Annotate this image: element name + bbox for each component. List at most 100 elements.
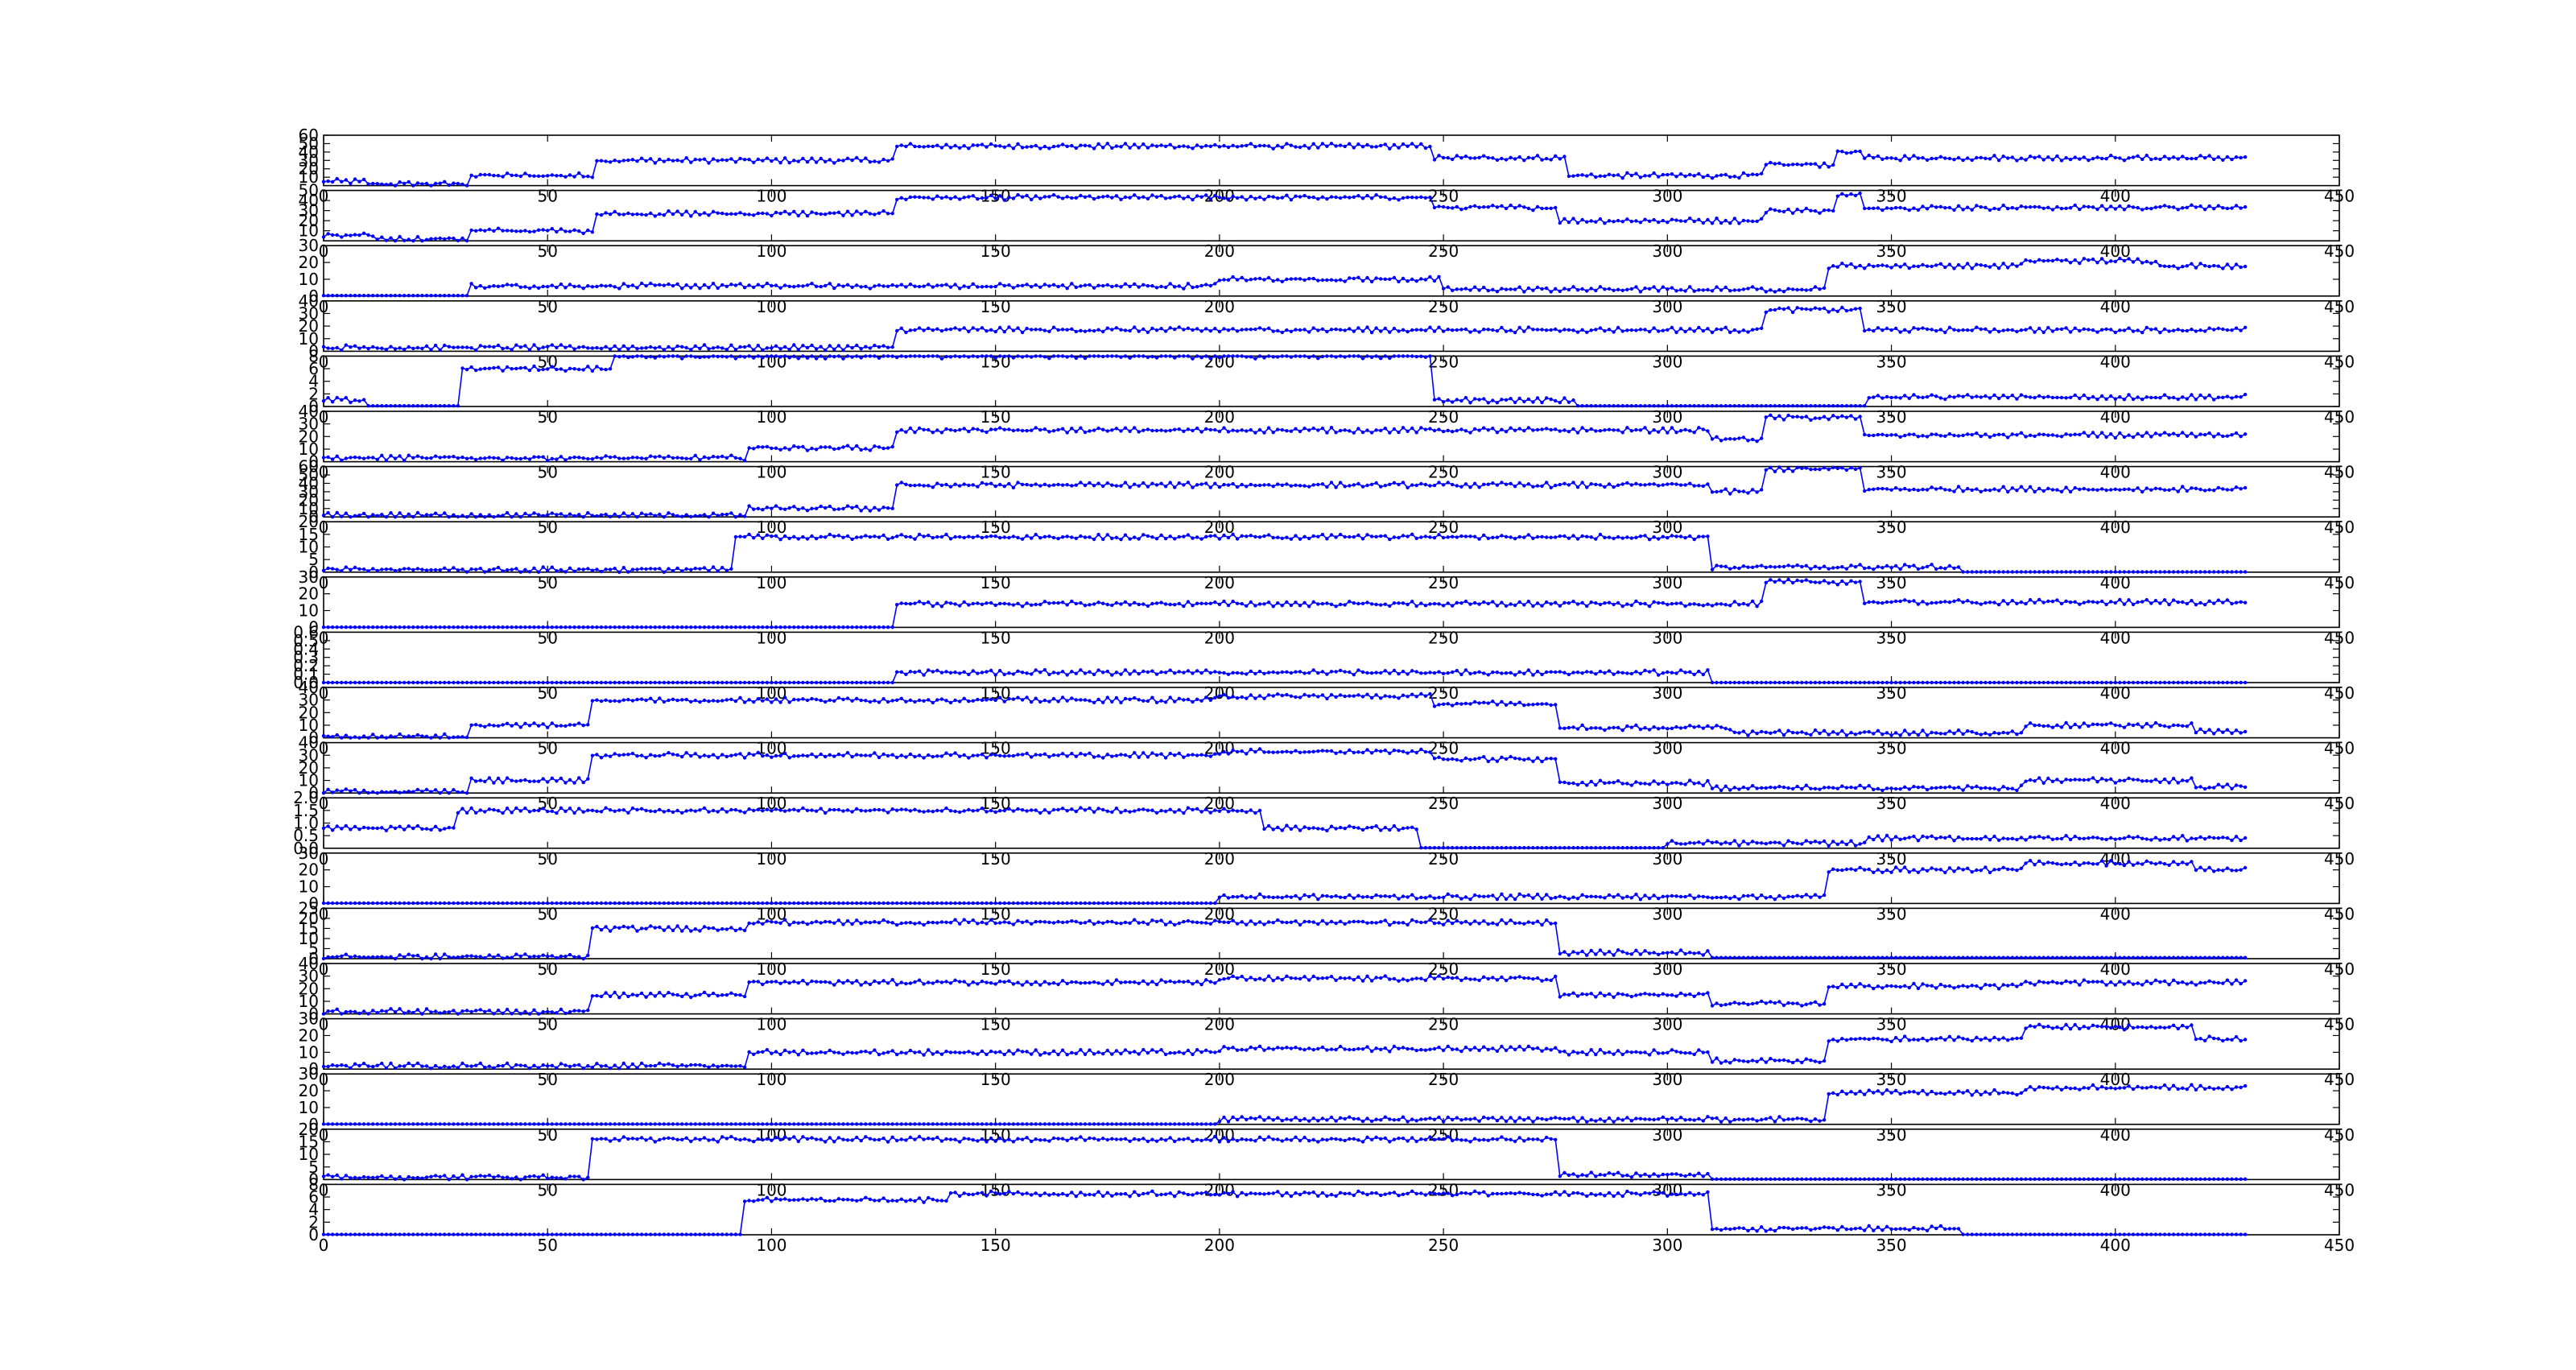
data-point [958, 428, 961, 431]
data-point [501, 514, 504, 517]
data-point [1500, 671, 1503, 675]
data-point [577, 721, 580, 724]
data-point [667, 625, 670, 629]
data-point [506, 568, 509, 572]
data-point [649, 157, 652, 160]
data-point [1043, 145, 1046, 148]
data-point [658, 567, 661, 570]
data-point [654, 346, 657, 349]
data-point [2087, 488, 2090, 491]
data-point [1473, 427, 1476, 431]
data-point [586, 365, 589, 368]
data-point [1693, 290, 1696, 293]
data-point [729, 511, 733, 514]
data-point [362, 345, 365, 349]
data-point [551, 625, 554, 629]
data-point [815, 357, 818, 360]
data-point [1075, 602, 1078, 605]
data-point [1075, 672, 1078, 675]
data-point [1858, 563, 1861, 566]
data-point [1863, 266, 1866, 270]
data-point [1899, 330, 1902, 333]
data-point [972, 427, 975, 430]
data-point [582, 515, 585, 518]
data-point [336, 568, 339, 572]
data-point [2158, 570, 2161, 573]
data-point [1657, 175, 1660, 178]
data-point [631, 625, 634, 629]
data-point [761, 285, 764, 288]
data-point [640, 346, 643, 349]
data-point [1262, 328, 1265, 331]
data-point [850, 286, 853, 289]
data-point [1773, 208, 1777, 212]
series-line [324, 143, 2245, 185]
data-point [506, 625, 509, 629]
data-point [2091, 570, 2095, 573]
data-point [1796, 579, 1799, 582]
data-point [1334, 670, 1337, 673]
data-point [1899, 681, 1902, 684]
data-point [1800, 681, 1803, 684]
data-point [819, 699, 823, 702]
data-point [1092, 329, 1096, 332]
data-point [1509, 156, 1512, 159]
data-point [1777, 681, 1781, 684]
data-point [824, 681, 827, 684]
data-point [1477, 537, 1480, 540]
data-point [824, 160, 827, 163]
data-point [1567, 483, 1571, 486]
data-point [1321, 602, 1324, 605]
y-tick-label: 0.6 [293, 622, 319, 642]
data-point [757, 533, 760, 536]
data-point [2181, 329, 2184, 332]
data-point [2181, 681, 2184, 684]
data-point [1818, 287, 1821, 291]
data-point [1872, 207, 1875, 210]
data-point [340, 349, 343, 352]
data-point [1545, 396, 1548, 399]
data-point [1634, 536, 1637, 539]
data-point [2230, 396, 2233, 399]
data-point [555, 625, 558, 629]
data-point [622, 282, 625, 285]
data-point [479, 625, 482, 629]
data-point [1451, 206, 1454, 209]
data-point [1334, 485, 1337, 489]
data-point [1809, 163, 1812, 166]
data-point [2127, 598, 2130, 601]
data-point [1191, 485, 1194, 489]
data-point [1437, 602, 1440, 605]
data-point [1872, 488, 1875, 491]
data-point [1880, 396, 1884, 399]
data-point [389, 294, 392, 297]
data-point [586, 681, 589, 684]
data-point [568, 625, 572, 629]
data-point [537, 625, 540, 629]
data-point [1550, 486, 1553, 489]
data-point [631, 158, 634, 161]
data-point [1594, 672, 1597, 675]
data-point [1693, 431, 1696, 434]
data-point [1782, 565, 1785, 568]
data-point [2024, 489, 2027, 493]
data-point [2015, 681, 2018, 684]
data-point [1751, 681, 1754, 684]
data-point [1545, 600, 1548, 604]
data-point [2051, 208, 2054, 211]
data-point [891, 536, 894, 539]
data-point [1648, 431, 1651, 435]
data-point [564, 514, 567, 518]
data-point [1298, 328, 1302, 332]
data-point [1182, 354, 1185, 357]
data-point [479, 513, 482, 516]
data-point [402, 567, 406, 570]
data-point [407, 513, 411, 516]
data-point [1213, 482, 1216, 485]
data-point [1805, 207, 1808, 210]
data-point [1487, 428, 1490, 431]
data-point [1150, 355, 1154, 358]
data-point [532, 365, 535, 368]
data-point [1419, 328, 1422, 332]
data-point [1858, 264, 1861, 267]
